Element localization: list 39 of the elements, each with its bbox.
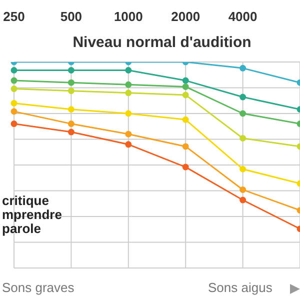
x-tick-label: 2000 — [171, 9, 200, 24]
point — [182, 77, 189, 84]
point — [10, 108, 18, 115]
point — [68, 88, 74, 94]
point — [240, 166, 246, 172]
point — [240, 134, 246, 142]
point — [125, 141, 132, 148]
point — [240, 94, 246, 100]
point — [125, 81, 132, 88]
point — [68, 66, 74, 74]
point — [125, 130, 132, 138]
point — [125, 90, 132, 96]
point — [240, 110, 246, 117]
point — [182, 143, 189, 150]
point — [68, 128, 74, 136]
point — [10, 86, 18, 92]
point — [182, 83, 189, 90]
text: Sons graves — [2, 280, 74, 295]
point — [10, 66, 18, 74]
x-tick-label: 4000 — [228, 9, 258, 24]
point — [125, 110, 132, 117]
x-tick-label: 500 — [60, 9, 82, 24]
point — [68, 79, 74, 86]
point — [182, 92, 189, 98]
annotation: critique mprendre parole — [2, 193, 62, 236]
point — [240, 186, 246, 193]
point — [10, 120, 18, 128]
point — [68, 106, 74, 113]
point — [182, 116, 189, 123]
text: Niveau normal d'audition — [72, 34, 252, 51]
point — [10, 100, 18, 106]
point — [68, 120, 74, 128]
text: Sons aigus — [208, 280, 272, 295]
point — [10, 77, 18, 84]
x-tick-label: 250 — [3, 9, 25, 24]
x-tick-label: 1000 — [114, 9, 143, 24]
point — [182, 164, 189, 170]
point — [240, 196, 246, 204]
point — [125, 66, 132, 74]
